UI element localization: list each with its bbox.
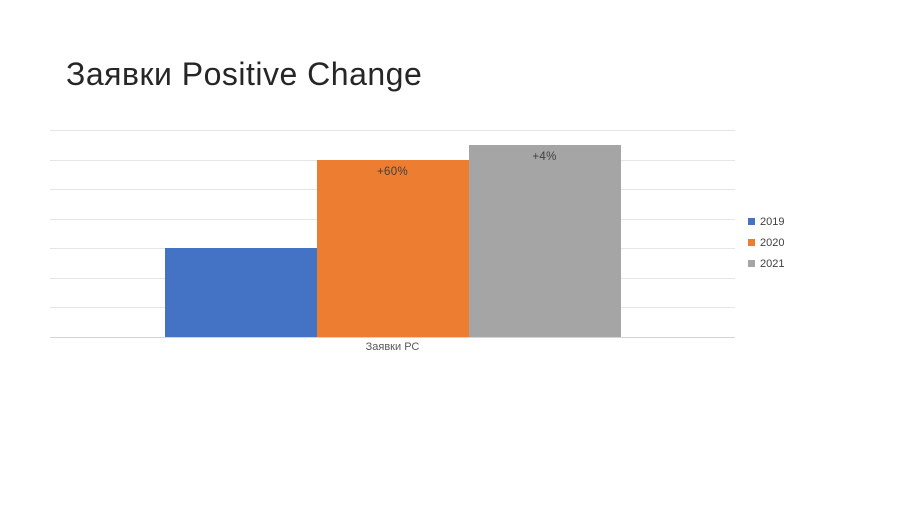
- bar-chart-plot-area: +60% +4%: [50, 130, 735, 338]
- legend-swatch-icon: [748, 239, 755, 246]
- legend-label: 2020: [760, 236, 785, 249]
- chart-legend: 2019 2020 2021: [748, 211, 784, 274]
- bar-2020: +60%: [316, 159, 469, 337]
- legend-item-2021: 2021: [748, 253, 784, 274]
- legend-item-2019: 2019: [748, 211, 784, 232]
- slide-title: Заявки Positive Change: [66, 56, 423, 92]
- data-label-2020: +60%: [377, 165, 408, 178]
- bar-2021: +4%: [468, 144, 621, 337]
- legend-label: 2021: [760, 257, 785, 270]
- legend-label: 2019: [760, 215, 785, 228]
- x-axis-line: [50, 337, 735, 338]
- gridline: [50, 130, 735, 131]
- legend-swatch-icon: [748, 218, 755, 225]
- bar-2019: [164, 248, 317, 337]
- legend-swatch-icon: [748, 260, 755, 267]
- category-axis-label: Заявки РС: [365, 341, 420, 353]
- legend-item-2020: 2020: [748, 232, 784, 253]
- data-label-2021: +4%: [532, 150, 557, 163]
